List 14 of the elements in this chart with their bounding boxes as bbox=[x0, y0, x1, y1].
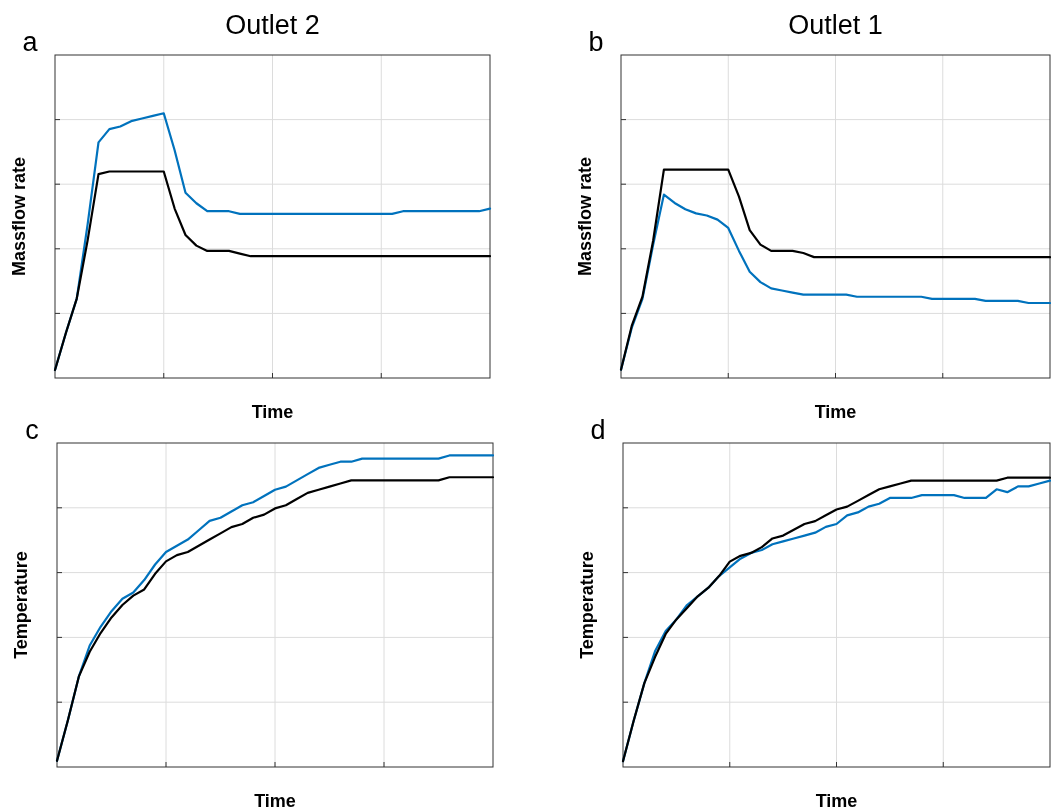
y-axis-title: Temperature bbox=[577, 551, 597, 659]
text: d bbox=[590, 415, 606, 445]
x-axis-title: Time bbox=[814, 402, 857, 422]
text: b bbox=[588, 27, 604, 57]
y-axis-title: Temperature bbox=[11, 551, 31, 659]
y-axis-title: Massflow rate bbox=[575, 156, 595, 277]
x-axis-title: Time bbox=[815, 791, 858, 811]
text: a bbox=[22, 27, 39, 57]
text: c bbox=[25, 415, 39, 445]
y-axis-title: Massflow rate bbox=[9, 156, 29, 277]
x-axis-title: Time bbox=[251, 402, 294, 422]
chart-title: Outlet 1 bbox=[788, 10, 883, 40]
x-axis-title: Time bbox=[254, 791, 296, 811]
chart-title: Outlet 2 bbox=[225, 10, 320, 40]
